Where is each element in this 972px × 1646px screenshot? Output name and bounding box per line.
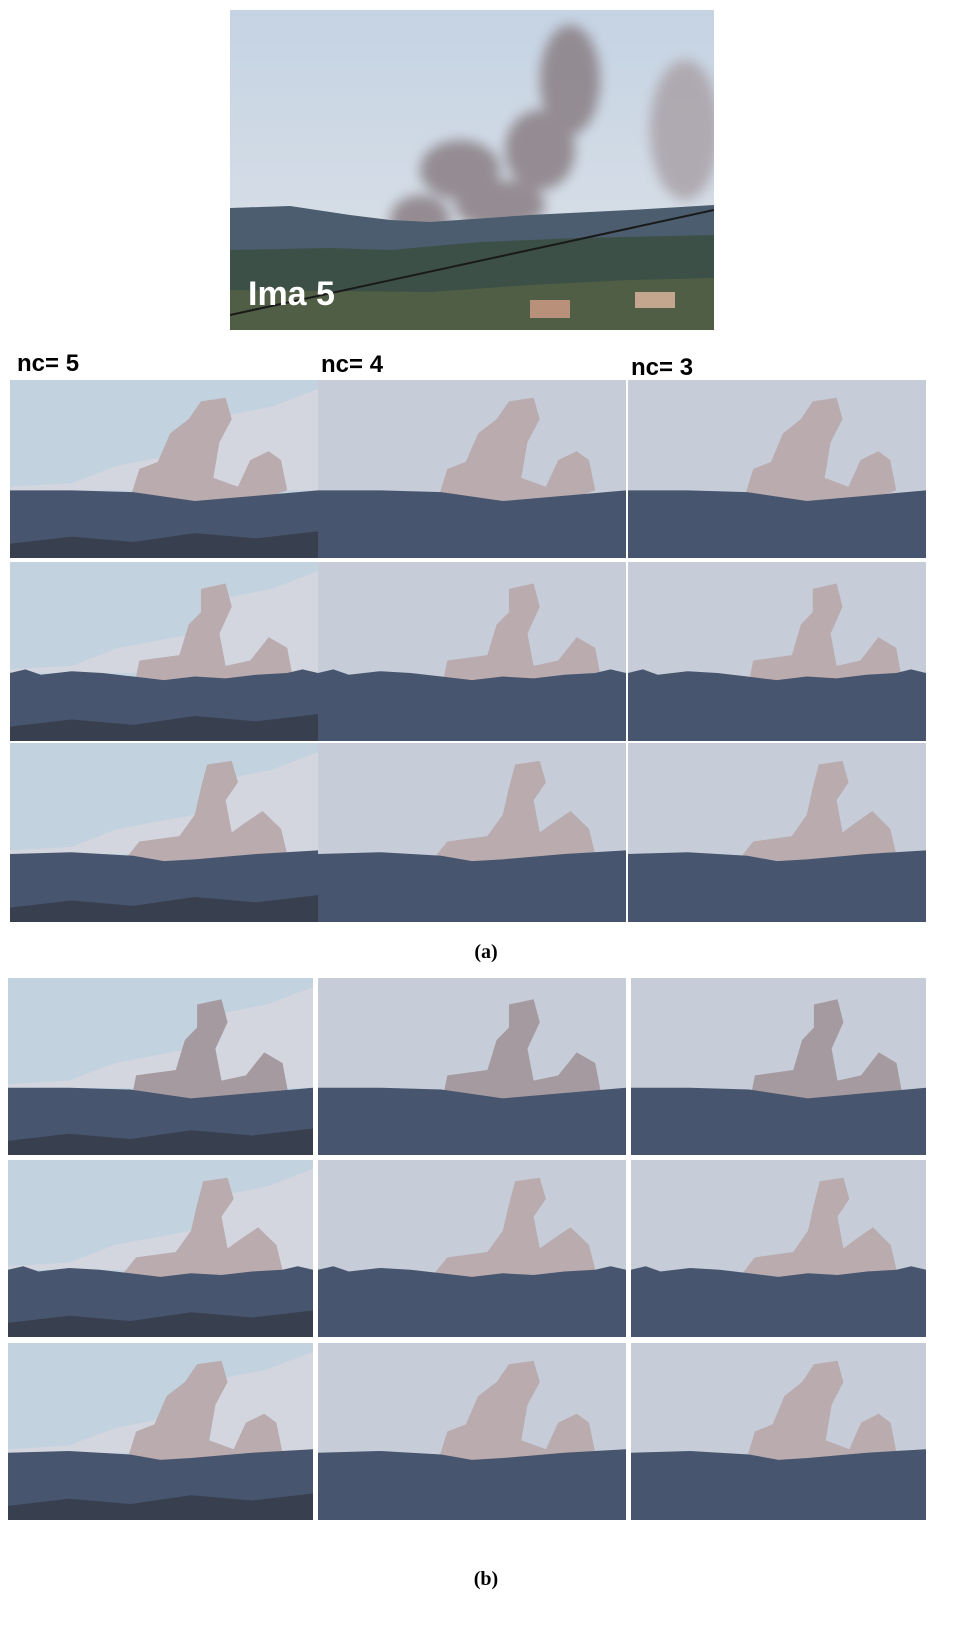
segmentation-panel [318,1160,626,1337]
segmentation-panel [318,743,626,922]
column-label: nc= 3 [631,354,693,382]
segmentation-panel [8,1160,313,1337]
segmentation-panel [318,380,626,558]
subfigure-label: (a) [0,941,972,964]
segmentation-panel [10,562,318,741]
segmentation-panel [318,1343,626,1520]
segmentation-panel [631,978,926,1155]
ground-region [318,669,626,741]
column-label: nc= 4 [321,351,383,379]
segmentation-panel [10,380,318,558]
segmentation-panel [318,562,626,741]
segmentation-panel [8,1343,313,1520]
segmentation-panel [628,380,926,558]
subfigure-label: (b) [0,1568,972,1591]
ground-region [631,1088,926,1155]
figure: Ima 5 nc= 5 nc= 4 nc= 3 (a) (b) [0,0,972,1646]
ground-region [628,490,926,558]
image-label: Ima 5 [248,275,335,313]
segmentation-panel [8,978,313,1155]
segmentation-panel [10,743,318,922]
ground-region [628,669,926,741]
column-label: nc= 5 [17,350,79,378]
segmentation-panel [318,978,626,1155]
photo: Ima 5 [230,10,714,330]
ground-region [318,490,626,558]
ground-region [628,850,926,922]
segmentation-panel [631,1343,926,1520]
segmentation-panel [628,743,926,922]
ground-region [318,1088,626,1155]
segmentation-panel [628,562,926,741]
ground-region [318,850,626,922]
segmentation-panel [631,1160,926,1337]
